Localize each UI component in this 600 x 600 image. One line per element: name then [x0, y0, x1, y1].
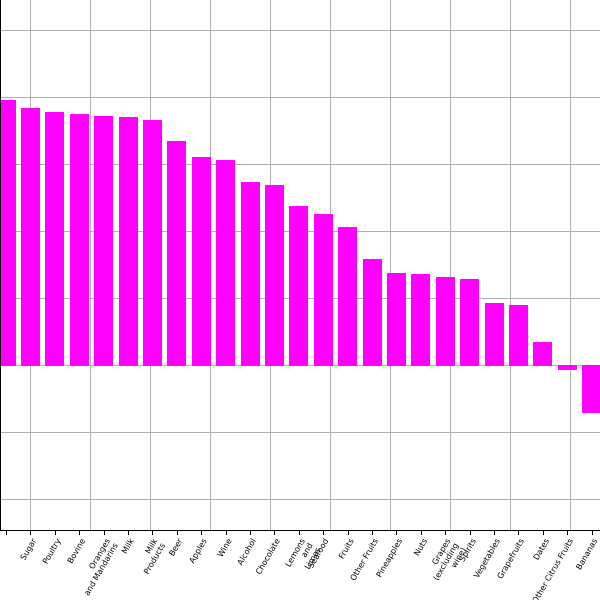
x-tick-mark: [55, 531, 56, 535]
x-tick-mark: [567, 531, 568, 535]
bar: [387, 273, 406, 366]
plot-area: [0, 0, 600, 535]
x-tick-label: Milk Products: [142, 537, 168, 577]
bar: [582, 365, 600, 413]
x-tick-mark: [128, 531, 129, 535]
x-tick-label: Nuts: [411, 537, 429, 558]
bar: [509, 305, 528, 366]
vertical-gridline: [90, 0, 91, 530]
x-tick-label: Poultry: [41, 537, 63, 566]
x-tick-mark: [543, 531, 544, 535]
horizontal-gridline: [0, 499, 600, 500]
x-tick-label: Beer: [167, 537, 185, 558]
bar: [363, 259, 382, 366]
bar: [94, 116, 113, 366]
bar: [45, 112, 64, 366]
vertical-gridline: [450, 0, 451, 530]
x-tick-label: Wine: [216, 537, 234, 559]
x-tick-mark: [445, 531, 446, 535]
horizontal-gridline: [0, 432, 600, 433]
x-tick-label: Bananas: [574, 537, 600, 572]
x-tick-mark: [421, 531, 422, 535]
x-tick-mark: [494, 531, 495, 535]
x-tick-mark: [274, 531, 275, 535]
horizontal-gridline: [0, 97, 600, 98]
x-tick-label: Apples: [187, 537, 209, 565]
bar: [533, 342, 552, 366]
x-tick-mark: [104, 531, 105, 535]
bar: [216, 160, 235, 366]
x-tick-mark: [201, 531, 202, 535]
x-tick-mark: [348, 531, 349, 535]
vertical-gridline: [570, 0, 571, 530]
bar: [558, 365, 577, 370]
bar: [0, 100, 16, 366]
x-tick-mark: [79, 531, 80, 535]
bar: [167, 141, 186, 366]
x-tick-label: Bovine: [65, 537, 87, 566]
bar: [411, 274, 430, 366]
x-tick-mark: [226, 531, 227, 535]
x-tick-label: Fruits: [337, 537, 356, 561]
bar: [485, 303, 504, 366]
bar: [314, 214, 333, 366]
x-tick-mark: [6, 531, 7, 535]
x-tick-mark: [372, 531, 373, 535]
bar: [265, 185, 284, 366]
vertical-gridline: [390, 0, 391, 530]
horizontal-gridline: [0, 30, 600, 31]
vertical-gridline: [510, 0, 511, 530]
bar: [289, 206, 308, 366]
horizontal-gridline: [0, 164, 600, 165]
y-axis-spine: [0, 0, 1, 530]
bar: [241, 182, 260, 366]
x-tick-mark: [396, 531, 397, 535]
x-tick-label: Chocolate: [253, 537, 282, 577]
x-tick-mark: [592, 531, 593, 535]
bar: [21, 108, 40, 366]
x-tick-mark: [152, 531, 153, 535]
bar: [192, 157, 211, 366]
x-tick-mark: [470, 531, 471, 535]
bar: [119, 117, 138, 366]
bar: [143, 120, 162, 366]
x-tick-label: Dates: [531, 537, 551, 562]
x-tick-label: Milk: [120, 537, 136, 556]
x-tick-mark: [30, 531, 31, 535]
bar: [436, 277, 455, 366]
x-tick-mark: [250, 531, 251, 535]
bar: [70, 114, 89, 366]
x-tick-mark: [518, 531, 519, 535]
x-tick-mark: [177, 531, 178, 535]
x-tick-mark: [323, 531, 324, 535]
x-tick-label: Sugar: [18, 537, 38, 562]
x-tick-mark: [299, 531, 300, 535]
bar: [460, 279, 479, 366]
bars-layer: [0, 100, 600, 413]
x-axis-line: [0, 530, 600, 531]
x-tick-label: Alcohol: [235, 537, 258, 567]
bar: [338, 227, 357, 366]
